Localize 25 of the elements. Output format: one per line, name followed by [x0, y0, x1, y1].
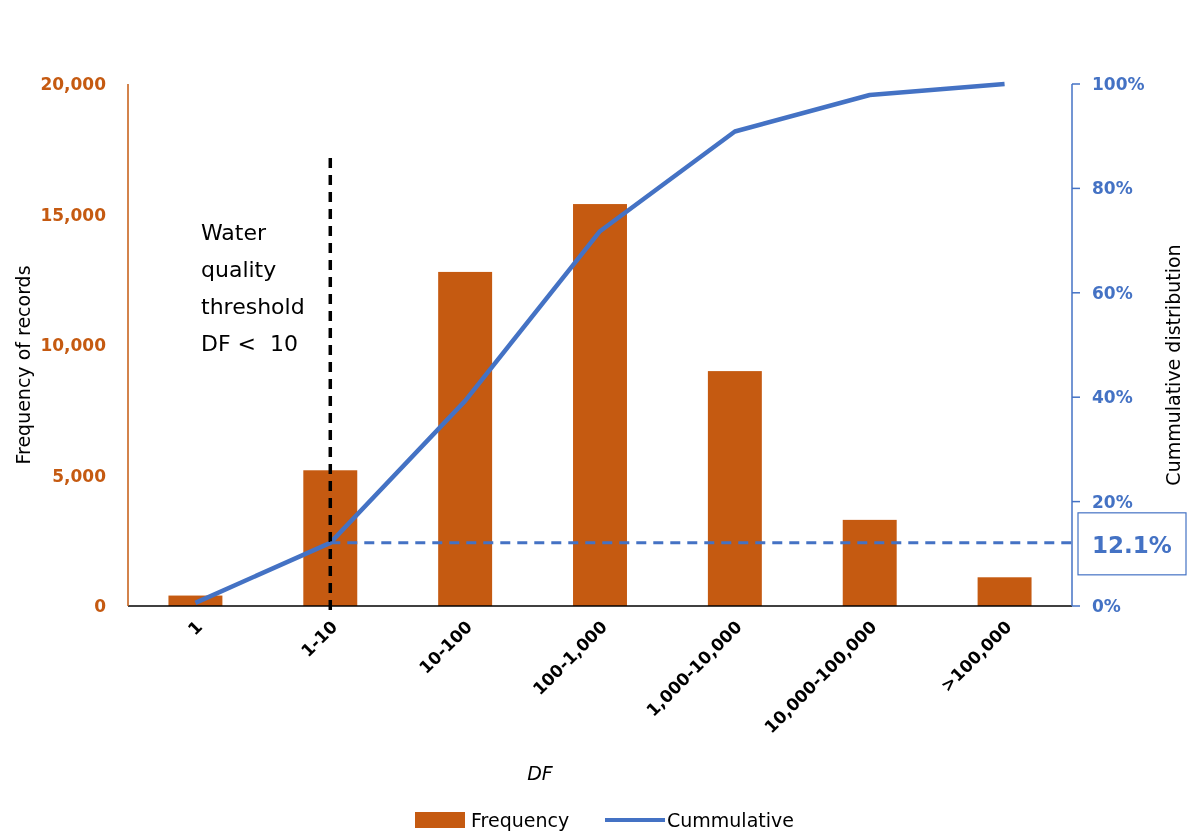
ref-line-label: 12.1%: [1092, 531, 1172, 558]
bar: [573, 204, 627, 606]
y2-tick-label: 100%: [1092, 74, 1145, 94]
y2-tick-label: 60%: [1092, 282, 1133, 303]
y-axis-title: Frequency of records: [12, 265, 34, 465]
bar: [977, 577, 1032, 606]
legend-label: Frequency: [471, 809, 570, 831]
y-tick-label: 20,000: [40, 74, 107, 94]
y-tick-label: 0: [94, 596, 107, 616]
y2-tick-label: 0%: [1092, 596, 1121, 616]
bar: [303, 470, 358, 606]
y-tick-label: 10,000: [40, 335, 107, 355]
ref-line-label: Water quality threshold DF < 10: [201, 220, 305, 356]
x-tick-label: 1: [183, 616, 207, 640]
x-axis-title: DF: [527, 762, 554, 784]
y2-tick-label: 20%: [1092, 491, 1133, 512]
bar: [707, 371, 762, 606]
legend-label: Cummulative: [667, 809, 794, 831]
y-tick-label: 5,000: [52, 465, 107, 486]
y2-tick-label: 80%: [1092, 178, 1133, 199]
bar: [438, 271, 493, 606]
y2-tick-label: 40%: [1092, 387, 1133, 408]
y2-axis-title: Cummulative distribution: [1162, 244, 1184, 486]
y-tick-label: 15,000: [40, 204, 107, 225]
bar: [842, 519, 897, 606]
